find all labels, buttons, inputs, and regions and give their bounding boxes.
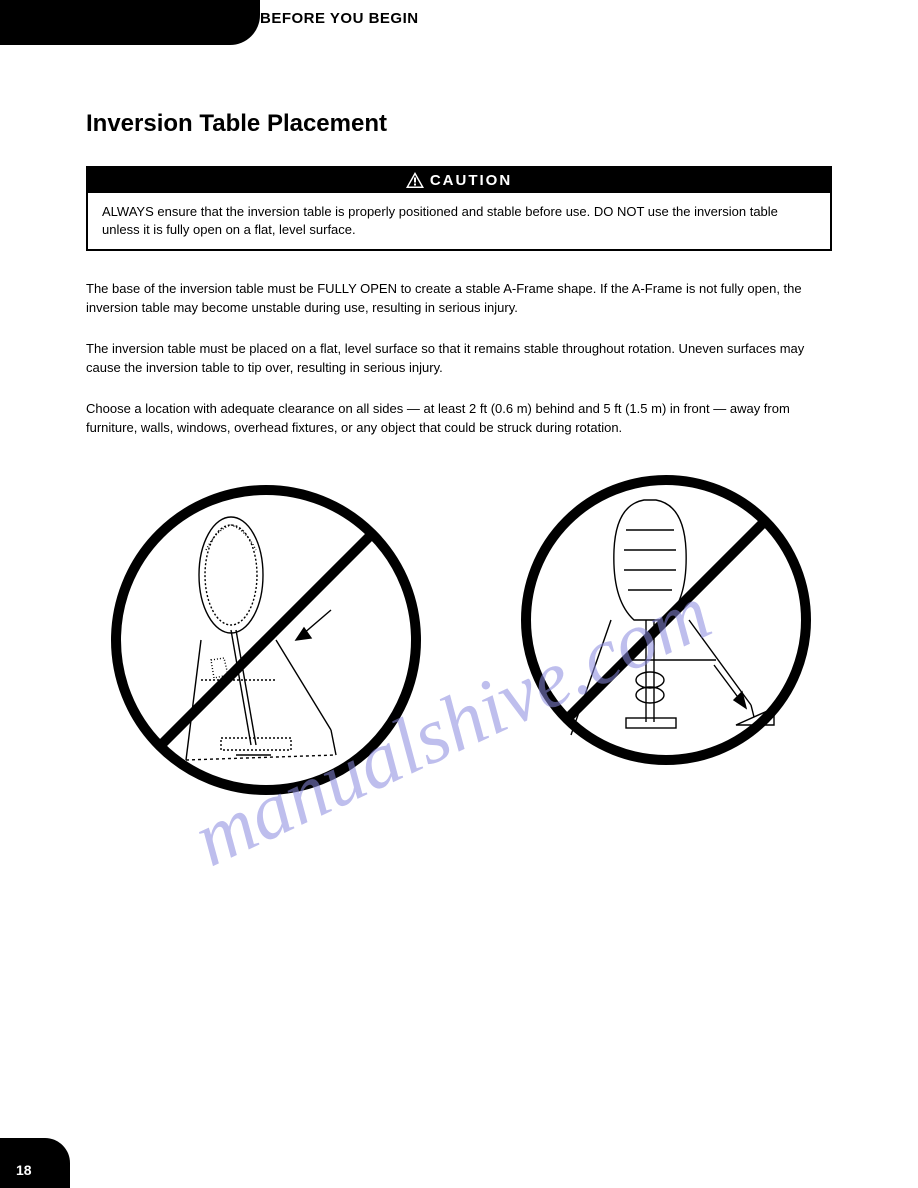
section-title: Inversion Table Placement: [86, 110, 387, 138]
chapter-label: BEFORE YOU BEGIN: [260, 10, 419, 27]
figure-area: [86, 460, 832, 860]
caution-header: CAUTION: [88, 168, 830, 193]
paragraph-3: Choose a location with adequate clearanc…: [86, 400, 832, 438]
paragraph-2: The inversion table must be placed on a …: [86, 340, 832, 378]
caution-label: CAUTION: [430, 172, 512, 189]
page-number: 18: [16, 1162, 32, 1178]
figure-right-uneven: [516, 470, 816, 770]
footer-tab: [0, 1138, 70, 1188]
caution-body-text: ALWAYS ensure that the inversion table i…: [88, 193, 830, 249]
header-tab: [0, 0, 260, 45]
manual-page: BEFORE YOU BEGIN Inversion Table Placeme…: [0, 0, 918, 1188]
figure-left-no-open: [106, 480, 426, 800]
caution-box: CAUTION ALWAYS ensure that the inversion…: [86, 166, 832, 251]
warning-triangle-icon: [406, 172, 424, 188]
paragraph-1: The base of the inversion table must be …: [86, 280, 832, 318]
